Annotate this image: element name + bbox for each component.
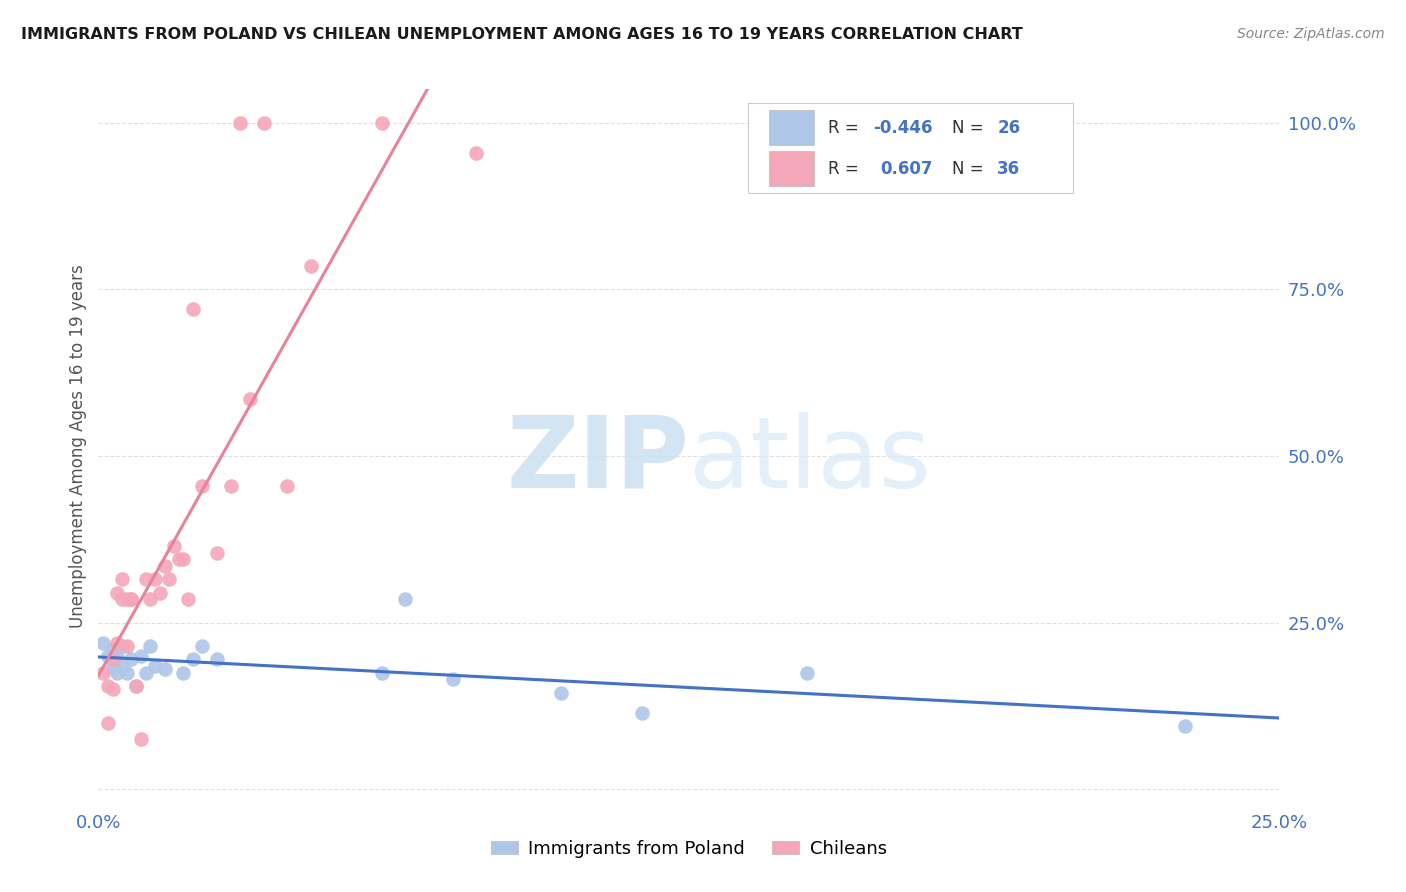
Point <box>149 585 172 599</box>
Text: atlas: atlas <box>689 412 931 508</box>
Point <box>121 652 143 666</box>
Point <box>101 659 124 673</box>
Point <box>219 479 242 493</box>
Point <box>111 639 134 653</box>
Point <box>135 665 157 680</box>
Point <box>115 592 138 607</box>
Point <box>129 649 152 664</box>
Point <box>157 573 180 587</box>
FancyBboxPatch shape <box>769 110 814 145</box>
Point <box>181 302 204 317</box>
Y-axis label: Unemployment Among Ages 16 to 19 years: Unemployment Among Ages 16 to 19 years <box>69 264 87 628</box>
Point <box>371 665 394 680</box>
Point <box>191 479 214 493</box>
Point <box>253 115 276 129</box>
Point <box>115 665 138 680</box>
Point <box>139 639 162 653</box>
Point <box>205 546 228 560</box>
Text: Source: ZipAtlas.com: Source: ZipAtlas.com <box>1237 27 1385 41</box>
Point <box>111 592 134 607</box>
Point <box>105 649 128 664</box>
Text: R =: R = <box>828 119 865 136</box>
FancyBboxPatch shape <box>748 103 1073 193</box>
Point <box>239 392 262 407</box>
Point <box>97 679 120 693</box>
Point <box>394 592 416 607</box>
Point <box>129 732 152 747</box>
Text: -0.446: -0.446 <box>873 119 932 136</box>
Point <box>121 592 143 607</box>
Point <box>105 665 128 680</box>
Point <box>125 679 148 693</box>
Point <box>111 659 134 673</box>
Point <box>796 665 818 680</box>
Point <box>550 686 572 700</box>
Text: 36: 36 <box>997 160 1021 178</box>
Point <box>465 145 488 160</box>
Point <box>139 592 162 607</box>
Point <box>135 573 157 587</box>
Point <box>125 679 148 693</box>
Point <box>163 539 186 553</box>
Legend: Immigrants from Poland, Chileans: Immigrants from Poland, Chileans <box>484 833 894 865</box>
Point <box>299 259 322 273</box>
Point <box>167 552 190 566</box>
Point <box>143 659 166 673</box>
FancyBboxPatch shape <box>769 151 814 186</box>
Text: N =: N = <box>952 160 990 178</box>
Point <box>111 573 134 587</box>
Text: ZIP: ZIP <box>506 412 689 508</box>
Text: N =: N = <box>952 119 990 136</box>
Point <box>371 115 394 129</box>
Point <box>91 636 114 650</box>
Point <box>229 115 252 129</box>
Point <box>105 636 128 650</box>
Point <box>153 662 176 676</box>
Point <box>276 479 298 493</box>
Text: R =: R = <box>828 160 869 178</box>
Point <box>97 715 120 730</box>
Point <box>105 585 128 599</box>
Point <box>177 592 200 607</box>
Point <box>91 665 114 680</box>
Point <box>153 559 176 574</box>
Point <box>172 552 194 566</box>
Point <box>205 652 228 666</box>
Point <box>630 706 652 720</box>
Text: 0.607: 0.607 <box>880 160 932 178</box>
Point <box>121 592 143 607</box>
Text: 26: 26 <box>997 119 1021 136</box>
Point <box>191 639 214 653</box>
Point <box>441 673 464 687</box>
Point <box>97 649 120 664</box>
Point <box>143 573 166 587</box>
Point <box>181 652 204 666</box>
Point <box>1174 719 1197 733</box>
Point <box>101 652 124 666</box>
Text: IMMIGRANTS FROM POLAND VS CHILEAN UNEMPLOYMENT AMONG AGES 16 TO 19 YEARS CORRELA: IMMIGRANTS FROM POLAND VS CHILEAN UNEMPL… <box>21 27 1022 42</box>
Point <box>101 682 124 697</box>
Point <box>115 639 138 653</box>
Point <box>101 642 124 657</box>
Point <box>172 665 194 680</box>
